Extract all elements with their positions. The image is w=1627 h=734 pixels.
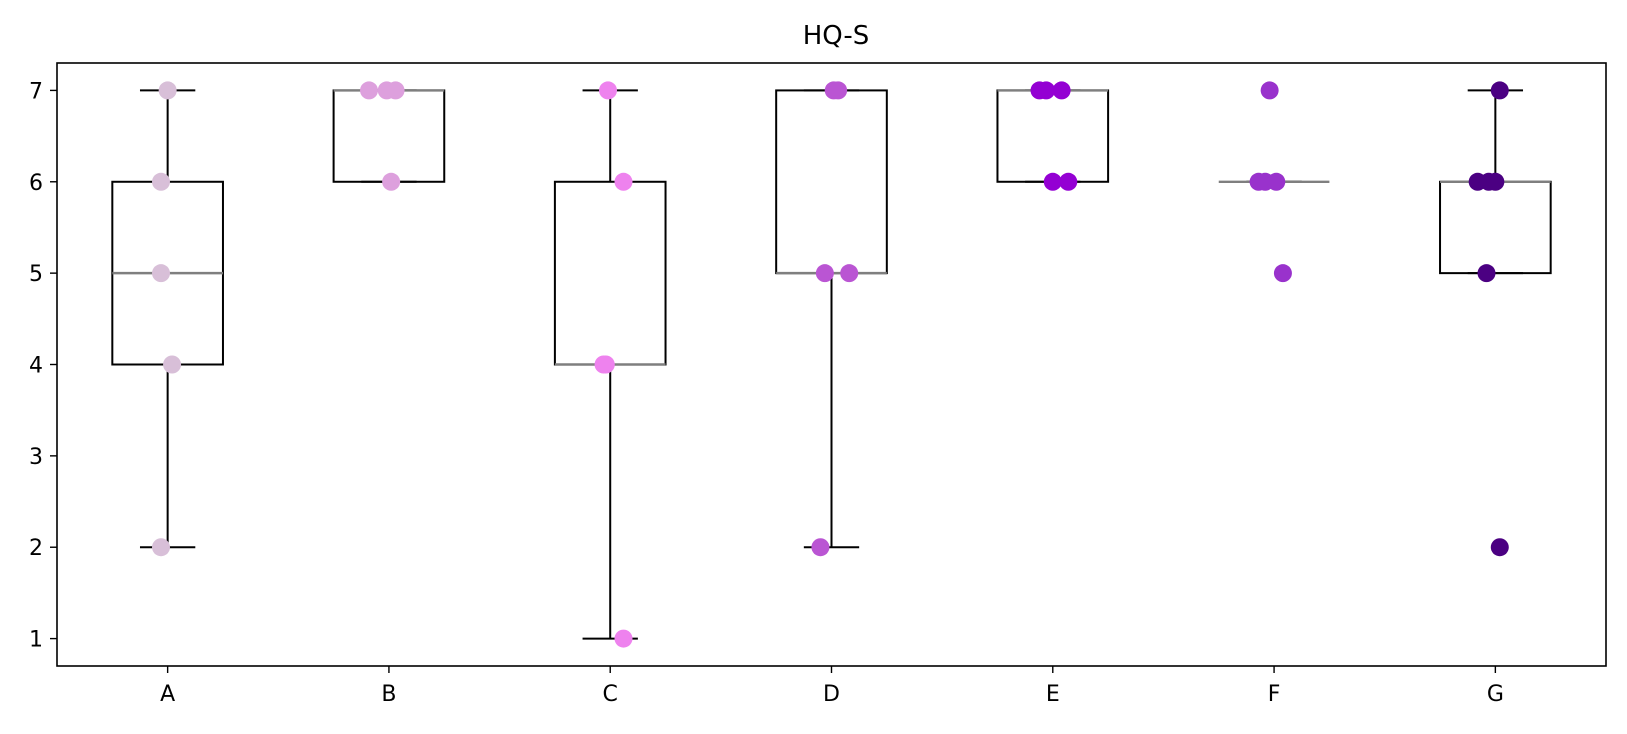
y-tick-label: 6: [29, 171, 43, 196]
data-point: [1490, 538, 1509, 557]
box-group-f: [1218, 81, 1330, 283]
data-point: [1490, 81, 1509, 100]
box-group-e: [996, 81, 1110, 191]
data-point: [163, 355, 182, 374]
box-group-c: [553, 81, 667, 648]
data-point: [614, 629, 633, 648]
box-group-a: [111, 81, 224, 557]
y-tick-label: 3: [29, 445, 43, 470]
data-point: [1267, 172, 1286, 191]
box-iqr: [332, 89, 446, 183]
data-point: [158, 81, 177, 100]
box-iqr: [553, 180, 667, 366]
y-tick-label: 7: [29, 79, 43, 104]
x-tick-label: B: [381, 682, 396, 707]
data-point: [1059, 172, 1078, 191]
data-point: [599, 81, 618, 100]
data-point: [152, 538, 171, 557]
box-iqr: [775, 89, 888, 275]
box-group-b: [332, 81, 446, 191]
data-point: [1260, 81, 1279, 100]
x-tick-label: A: [160, 682, 175, 707]
data-point: [1477, 264, 1496, 283]
y-tick-label: 2: [29, 536, 43, 561]
y-tick-label: 1: [29, 628, 43, 653]
box-iqr: [1439, 180, 1552, 275]
data-point: [152, 264, 171, 283]
data-point: [386, 81, 405, 100]
data-point: [1486, 172, 1505, 191]
data-point: [815, 264, 834, 283]
plot-frame: [56, 62, 1607, 667]
y-tick-label: 4: [29, 354, 43, 379]
x-tick-label: E: [1046, 682, 1060, 707]
y-tick-label: 5: [29, 262, 43, 287]
data-point: [1052, 81, 1071, 100]
data-point: [382, 172, 401, 191]
data-point: [1273, 264, 1292, 283]
box-iqr: [996, 89, 1110, 183]
chart-title: HQ-S: [803, 21, 870, 51]
plot-area: [111, 81, 1552, 648]
data-point: [152, 172, 171, 191]
x-tick-label: D: [823, 682, 840, 707]
box-group-g: [1439, 81, 1552, 557]
data-point: [1043, 172, 1062, 191]
data-point: [596, 355, 615, 374]
x-tick-label: C: [603, 682, 618, 707]
x-tick-label: F: [1268, 682, 1281, 707]
y-axis: 1 2 3 4 5 6 7: [29, 79, 57, 653]
x-tick-label: G: [1487, 682, 1504, 707]
data-point: [829, 81, 848, 100]
data-point: [614, 172, 633, 191]
data-point: [840, 264, 859, 283]
data-point: [811, 538, 830, 557]
x-axis: A B C D E F G: [160, 666, 1504, 707]
data-point: [360, 81, 379, 100]
box-group-d: [775, 81, 888, 557]
data-point: [1037, 81, 1056, 100]
